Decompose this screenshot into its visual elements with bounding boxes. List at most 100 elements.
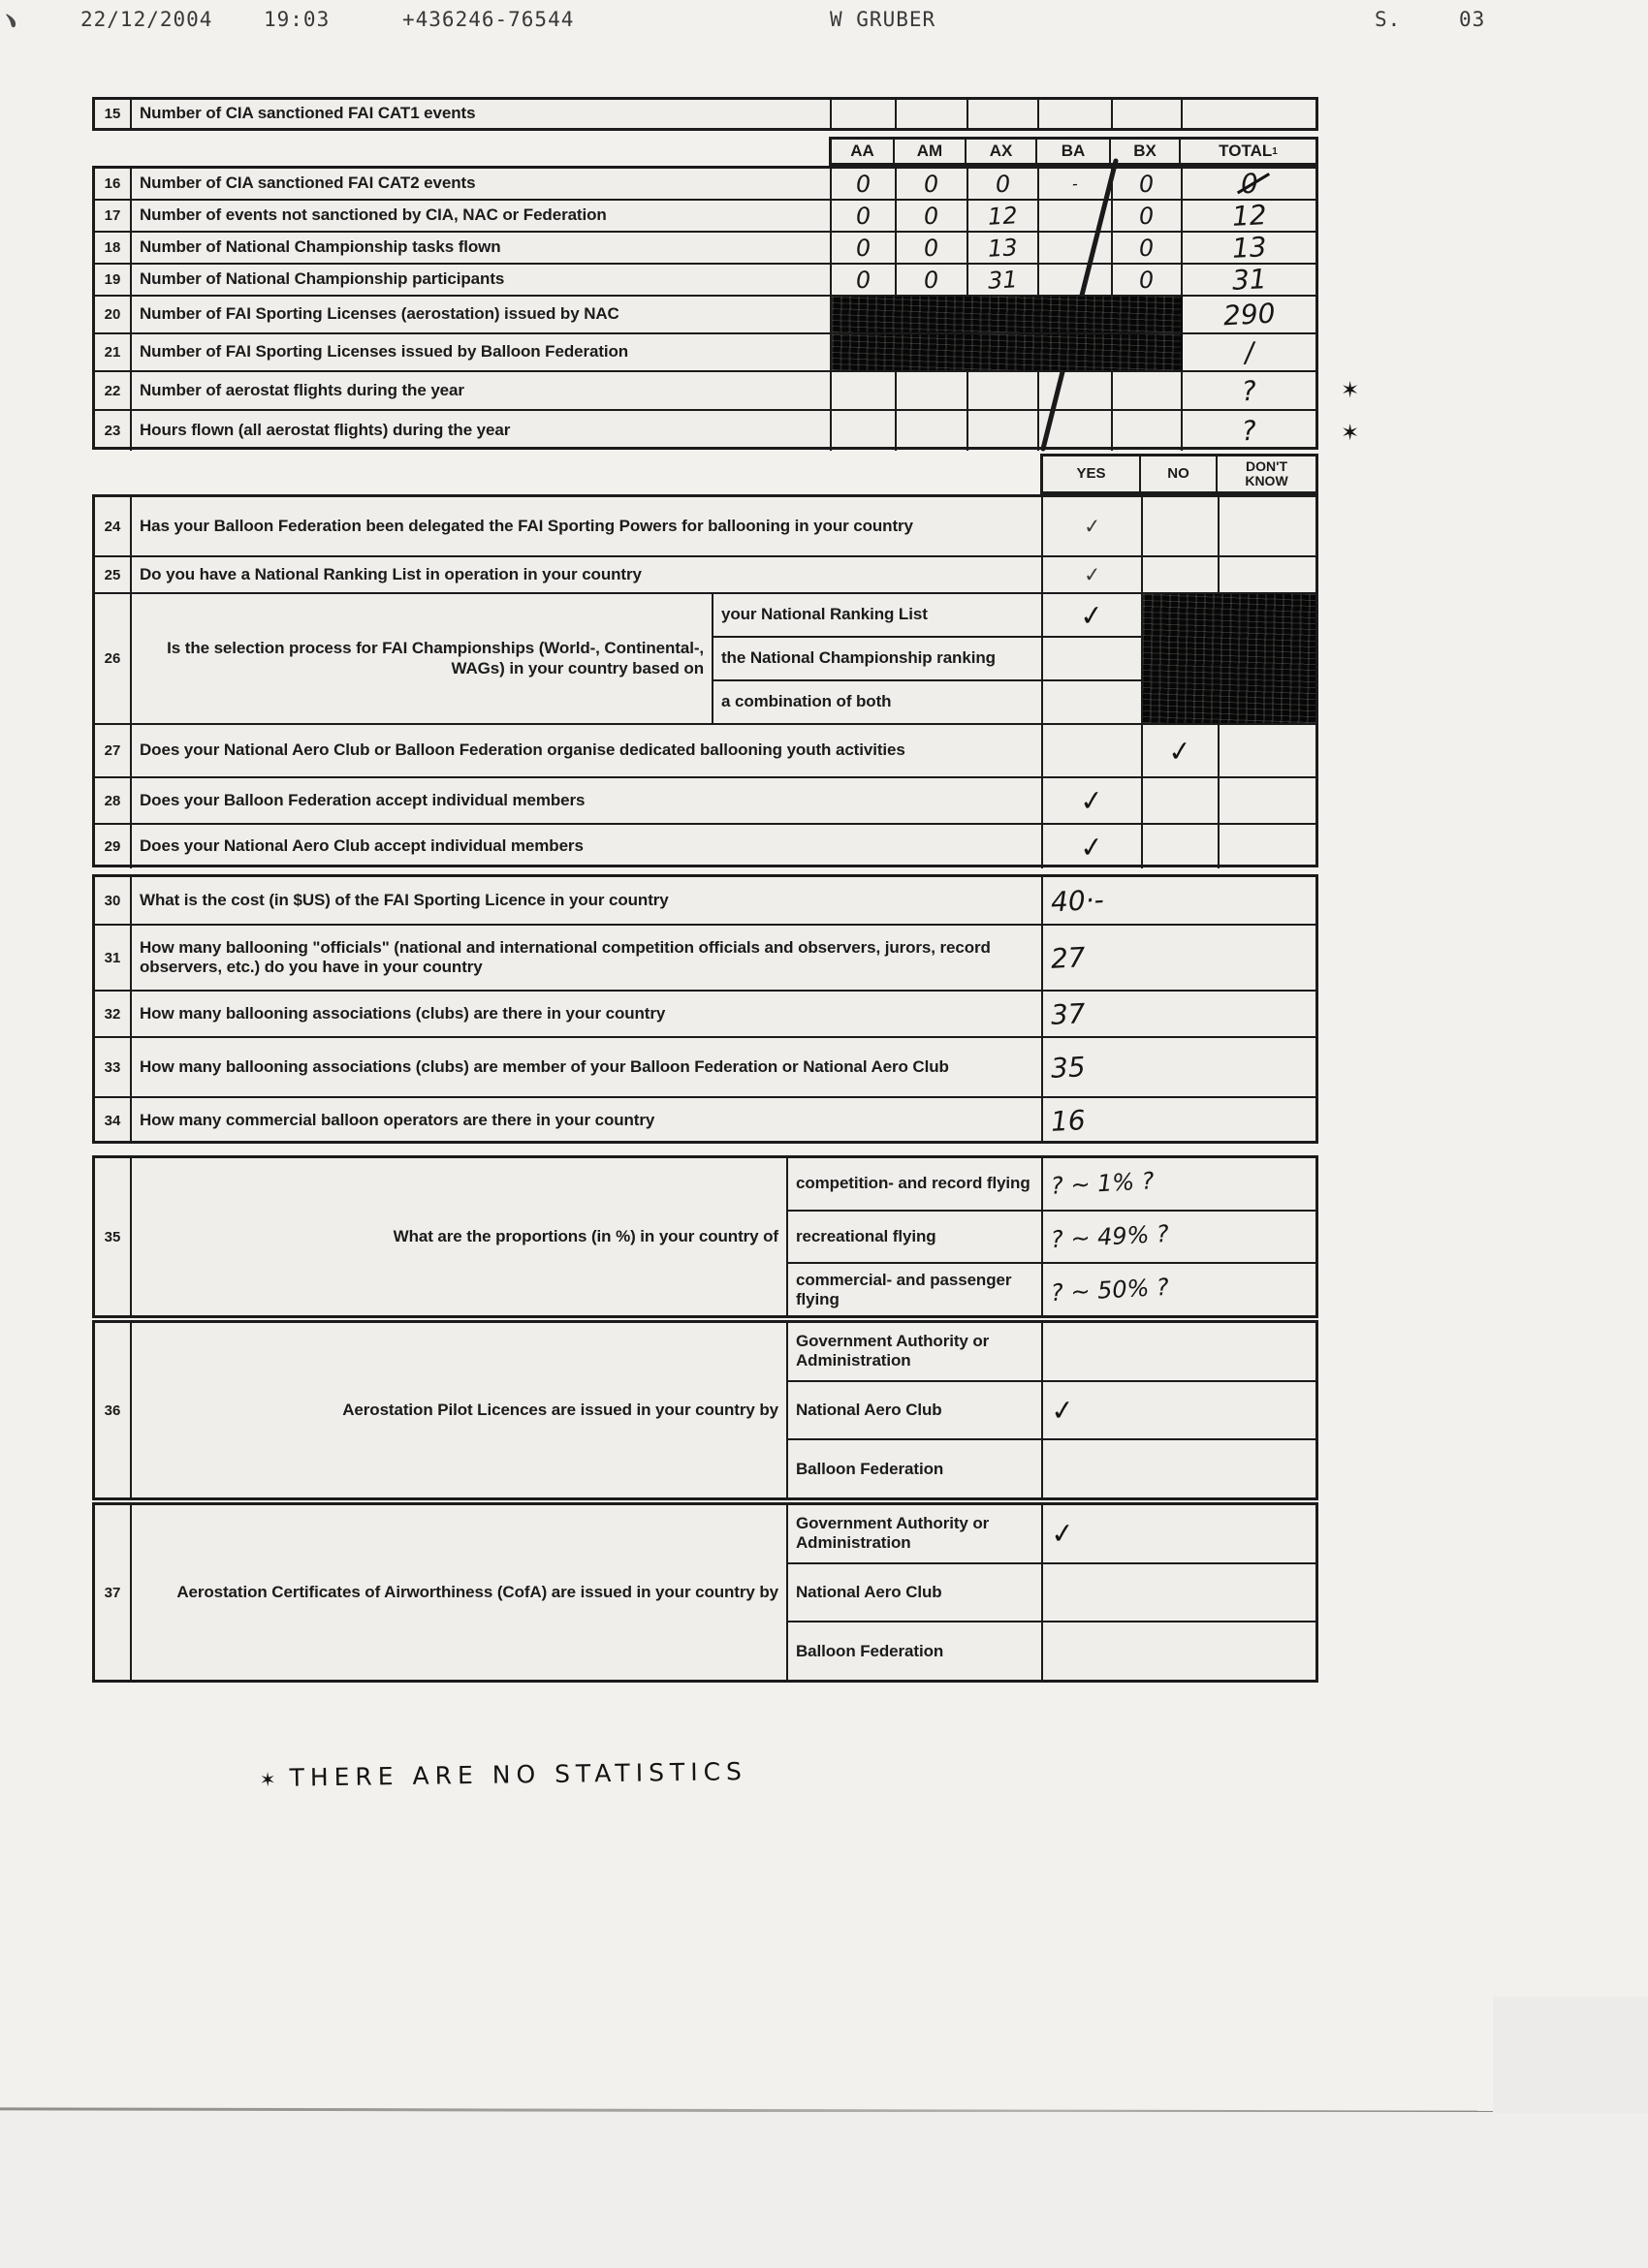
- q36-option-label: Government Authority or Administration: [788, 1323, 1041, 1382]
- handwritten-value: 0: [923, 234, 940, 262]
- q35-option-label: competition- and record flying: [788, 1158, 1041, 1212]
- q15-cell-ax: [968, 100, 1039, 128]
- q18-total-value: 13: [1183, 233, 1315, 263]
- question-36-table: 36 Aerostation Pilot Licences are issued…: [92, 1320, 1318, 1500]
- q23-total-value: ?: [1183, 411, 1315, 451]
- q36-option-label: National Aero Club: [788, 1382, 1041, 1441]
- q20-total-value: 290: [1183, 297, 1315, 332]
- q21-total-value: /: [1183, 334, 1315, 370]
- q26-options: your National Ranking List the National …: [713, 594, 1043, 723]
- handwritten-answer: 40·-: [1050, 883, 1105, 918]
- q28-no-cell: [1143, 778, 1220, 823]
- handwritten-value: 0: [1138, 202, 1156, 230]
- q22-ax-value: [968, 372, 1039, 409]
- q19-ax-value: 31: [968, 265, 1039, 295]
- q33-answer-cell: 35: [1043, 1038, 1315, 1096]
- dont-know-column-header: DON'T KNOW: [1245, 458, 1288, 488]
- handwritten-value: ?: [1241, 374, 1257, 407]
- q19-aa-value: 0: [832, 265, 897, 295]
- q24-yes-cell: ✓: [1043, 497, 1143, 555]
- scanner-background: [0, 2112, 1648, 2268]
- q35-answer-cell: ? ~ 50% ?: [1043, 1264, 1315, 1315]
- q23-ax-value: [968, 411, 1039, 451]
- handwritten-value: 12: [1230, 201, 1268, 231]
- handwritten-value: 0: [923, 170, 940, 198]
- q35-options: competition- and record flying recreatio…: [788, 1158, 1043, 1315]
- handwritten-value: 13: [1230, 233, 1268, 263]
- q22-am-value: [897, 372, 968, 409]
- q16-ba-value: -: [1039, 169, 1113, 199]
- q29-no-cell: [1143, 825, 1220, 868]
- pen-scribble-mark: ﹅: [0, 10, 21, 33]
- q18-ax-value: 13: [968, 233, 1039, 263]
- col-header-ax: AX: [967, 140, 1037, 163]
- table-row: 32 How many ballooning associations (clu…: [95, 992, 1315, 1038]
- q36-answers: ✓: [1043, 1323, 1315, 1497]
- table-row: 15 Number of CIA sanctioned FAI CAT1 eve…: [95, 100, 1315, 128]
- q22-total-value: ?: [1183, 372, 1315, 409]
- q25-label: Do you have a National Ranking List in o…: [132, 557, 1043, 592]
- handwritten-answer: ? ~ 49% ?: [1050, 1219, 1170, 1254]
- handwritten-value: 0: [923, 266, 940, 294]
- questions-24-29-table: 24 Has your Balloon Federation been dele…: [92, 494, 1318, 868]
- q35-number: 35: [95, 1158, 132, 1315]
- q31-answer-cell: 27: [1043, 926, 1315, 990]
- q36-answer-cell: ✓: [1043, 1382, 1315, 1441]
- q36-label: Aerostation Pilot Licences are issued in…: [132, 1323, 788, 1497]
- q30-label: What is the cost (in $US) of the FAI Spo…: [132, 877, 1043, 924]
- table-row: 17 Number of events not sanctioned by CI…: [95, 201, 1315, 233]
- q18-am-value: 0: [897, 233, 968, 263]
- question-37-table: 37 Aerostation Certificates of Airworthi…: [92, 1502, 1318, 1683]
- q31-label: How many ballooning "officials" (nationa…: [132, 926, 1043, 990]
- fax-number: +436246-76544: [402, 8, 575, 31]
- q25-dontknow-cell: [1220, 557, 1315, 592]
- q35-answer-cell: ? ~ 1% ?: [1043, 1158, 1315, 1212]
- q19-am-value: 0: [897, 265, 968, 295]
- handwritten-value: 31: [1230, 265, 1268, 295]
- q17-aa-value: 0: [832, 201, 897, 231]
- q21-label: Number of FAI Sporting Licenses issued b…: [132, 334, 832, 370]
- q36-number: 36: [95, 1323, 132, 1497]
- q22-label: Number of aerostat flights during the ye…: [132, 372, 832, 409]
- handwritten-value: /: [1243, 335, 1255, 369]
- q27-dontknow-cell: [1220, 725, 1315, 776]
- q37-answer-cell: [1043, 1622, 1315, 1680]
- q17-bx-value: 0: [1113, 201, 1183, 231]
- q35-answers: ? ~ 1% ? ? ~ 49% ? ? ~ 50% ?: [1043, 1158, 1315, 1315]
- handwritten-value: 0: [1239, 169, 1259, 199]
- q24-label: Has your Balloon Federation been delegat…: [132, 497, 1043, 555]
- fax-page-prefix: S.: [1375, 8, 1402, 31]
- q22-number: 22: [95, 372, 132, 409]
- q37-options: Government Authority or Administration N…: [788, 1505, 1043, 1680]
- handwritten-check: ✓: [1082, 514, 1102, 539]
- table-row: YES NO DON'T KNOW: [1043, 457, 1315, 491]
- table-row: 24 Has your Balloon Federation been dele…: [95, 497, 1315, 557]
- handwritten-value: ?: [1241, 414, 1257, 448]
- handwritten-star-mark: ✶: [259, 1767, 276, 1792]
- q26-number: 26: [95, 594, 132, 723]
- table-row: 21 Number of FAI Sporting Licenses issue…: [95, 334, 1315, 372]
- q36-option-label: Balloon Federation: [796, 1459, 944, 1478]
- q15-number: 15: [95, 100, 132, 128]
- q27-no-cell: ✓: [1143, 725, 1220, 776]
- q33-number: 33: [95, 1038, 132, 1096]
- yes-no-header: YES NO DON'T KNOW: [1040, 454, 1318, 494]
- q37-label: Aerostation Certificates of Airworthines…: [132, 1505, 788, 1680]
- handwritten-value: 0: [995, 170, 1011, 198]
- q18-bx-value: 0: [1113, 233, 1183, 263]
- q37-option-label: Government Authority or Administration: [788, 1505, 1041, 1564]
- q32-number: 32: [95, 992, 132, 1036]
- col-header-ba: BA: [1037, 140, 1111, 163]
- col-header-am: AM: [895, 140, 967, 163]
- q27-yes-cell: [1043, 725, 1143, 776]
- q21-redacted-block: [832, 334, 1183, 370]
- questions-30-34-table: 30 What is the cost (in $US) of the FAI …: [92, 874, 1318, 1144]
- handwritten-answer: 27: [1050, 940, 1087, 975]
- q20-redacted-block: [832, 297, 1183, 332]
- handwritten-star-mark: ✶: [1341, 378, 1360, 403]
- table-row: 16 Number of CIA sanctioned FAI CAT2 eve…: [95, 169, 1315, 201]
- q16-number: 16: [95, 169, 132, 199]
- handwritten-value: 0: [855, 202, 872, 230]
- col-header-aa: AA: [832, 140, 895, 163]
